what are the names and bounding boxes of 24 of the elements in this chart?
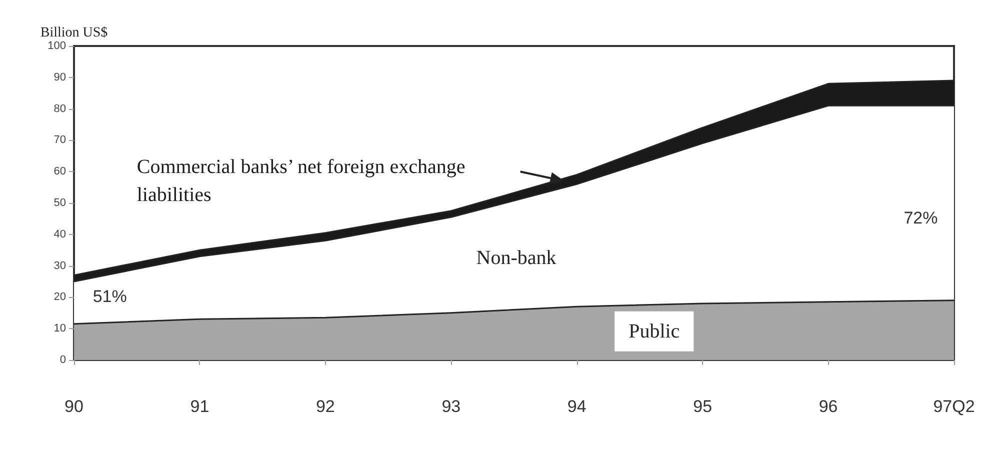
- x-tick-label: 97Q2: [933, 397, 975, 416]
- annotation: 51%: [92, 286, 127, 306]
- x-tick-label: 93: [442, 397, 461, 416]
- y-tick-label: 100: [48, 40, 66, 52]
- annotation: 72%: [904, 208, 938, 228]
- y-tick-label: 0: [60, 354, 66, 366]
- series-label: Public: [628, 320, 680, 342]
- y-tick-label: 20: [54, 291, 66, 304]
- y-tick-label: 10: [54, 322, 66, 335]
- x-tick-label: 94: [567, 397, 586, 416]
- y-tick-label: 70: [54, 134, 66, 146]
- y-axis-title: Billion US$: [40, 26, 108, 40]
- y-tick-label: 50: [54, 197, 66, 209]
- x-tick-label: 96: [818, 397, 838, 416]
- series-label: Commercial banks’ net foreign exchange liabilities: [136, 156, 470, 206]
- y-tick-label: 40: [54, 228, 66, 240]
- series-label: Non-bank: [476, 246, 556, 269]
- x-tick-label: 92: [316, 397, 335, 416]
- y-tick-label: 90: [54, 71, 66, 84]
- x-tick-label: 91: [190, 397, 210, 416]
- x-tick-label: 95: [693, 397, 712, 416]
- y-tick-label: 30: [54, 260, 66, 272]
- y-tick-label: 60: [54, 166, 66, 178]
- y-tick-label: 80: [54, 102, 66, 115]
